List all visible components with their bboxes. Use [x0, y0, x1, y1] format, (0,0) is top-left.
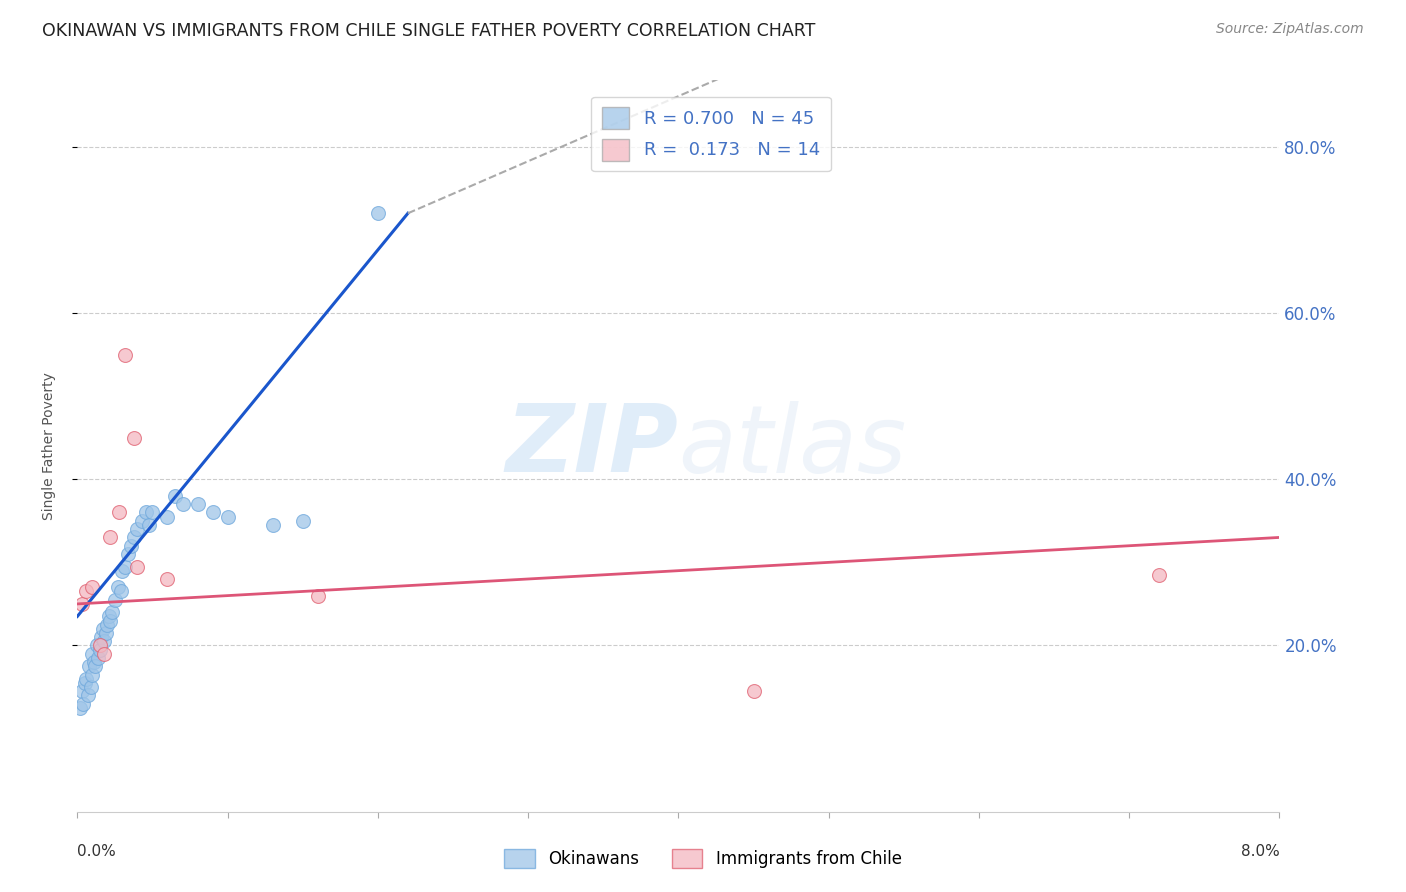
- Point: [100, 614, 122, 628]
- Point: [76, 689, 98, 703]
- Point: [124, 530, 146, 544]
- Point: [1149, 567, 1171, 582]
- Point: [291, 514, 314, 528]
- Text: 0.0%: 0.0%: [77, 845, 117, 859]
- Point: [94, 626, 117, 640]
- Point: [87, 651, 110, 665]
- Point: [108, 506, 131, 520]
- Point: [107, 580, 129, 594]
- Point: [217, 509, 239, 524]
- Text: atlas: atlas: [679, 401, 907, 491]
- Point: [367, 206, 389, 220]
- Point: [104, 592, 127, 607]
- Legend: Okinawans, Immigrants from Chile: Okinawans, Immigrants from Chile: [498, 842, 908, 875]
- Point: [70, 597, 93, 611]
- Point: [72, 697, 94, 711]
- Point: [742, 684, 765, 698]
- Point: [90, 630, 112, 644]
- Point: [73, 676, 96, 690]
- Point: [82, 667, 104, 681]
- Point: [117, 547, 139, 561]
- Point: [262, 518, 284, 533]
- Y-axis label: Single Father Poverty: Single Father Poverty: [42, 372, 56, 520]
- Point: [84, 659, 107, 673]
- Point: [93, 647, 115, 661]
- Point: [120, 539, 142, 553]
- Point: [141, 506, 163, 520]
- Point: [82, 647, 104, 661]
- Point: [91, 622, 114, 636]
- Point: [127, 559, 149, 574]
- Point: [163, 489, 186, 503]
- Text: Source: ZipAtlas.com: Source: ZipAtlas.com: [1216, 22, 1364, 37]
- Point: [83, 655, 105, 669]
- Point: [97, 609, 120, 624]
- Point: [156, 572, 179, 586]
- Point: [114, 347, 136, 362]
- Text: 8.0%: 8.0%: [1240, 845, 1279, 859]
- Point: [86, 639, 108, 653]
- Text: ZIP: ZIP: [506, 400, 679, 492]
- Legend: R = 0.700   N = 45, R =  0.173   N = 14: R = 0.700 N = 45, R = 0.173 N = 14: [592, 96, 831, 171]
- Point: [131, 514, 153, 528]
- Text: OKINAWAN VS IMMIGRANTS FROM CHILE SINGLE FATHER POVERTY CORRELATION CHART: OKINAWAN VS IMMIGRANTS FROM CHILE SINGLE…: [42, 22, 815, 40]
- Point: [201, 506, 224, 520]
- Point: [101, 605, 124, 619]
- Point: [100, 530, 122, 544]
- Point: [82, 580, 104, 594]
- Point: [75, 584, 97, 599]
- Point: [172, 497, 194, 511]
- Point: [75, 672, 97, 686]
- Point: [138, 518, 160, 533]
- Point: [69, 701, 91, 715]
- Point: [80, 680, 103, 694]
- Point: [156, 509, 179, 524]
- Point: [89, 642, 111, 657]
- Point: [124, 431, 146, 445]
- Point: [89, 639, 111, 653]
- Point: [93, 634, 115, 648]
- Point: [96, 617, 118, 632]
- Point: [307, 589, 329, 603]
- Point: [127, 522, 149, 536]
- Point: [111, 564, 134, 578]
- Point: [110, 584, 132, 599]
- Point: [135, 506, 157, 520]
- Point: [79, 659, 101, 673]
- Point: [70, 684, 93, 698]
- Point: [187, 497, 209, 511]
- Point: [114, 559, 136, 574]
